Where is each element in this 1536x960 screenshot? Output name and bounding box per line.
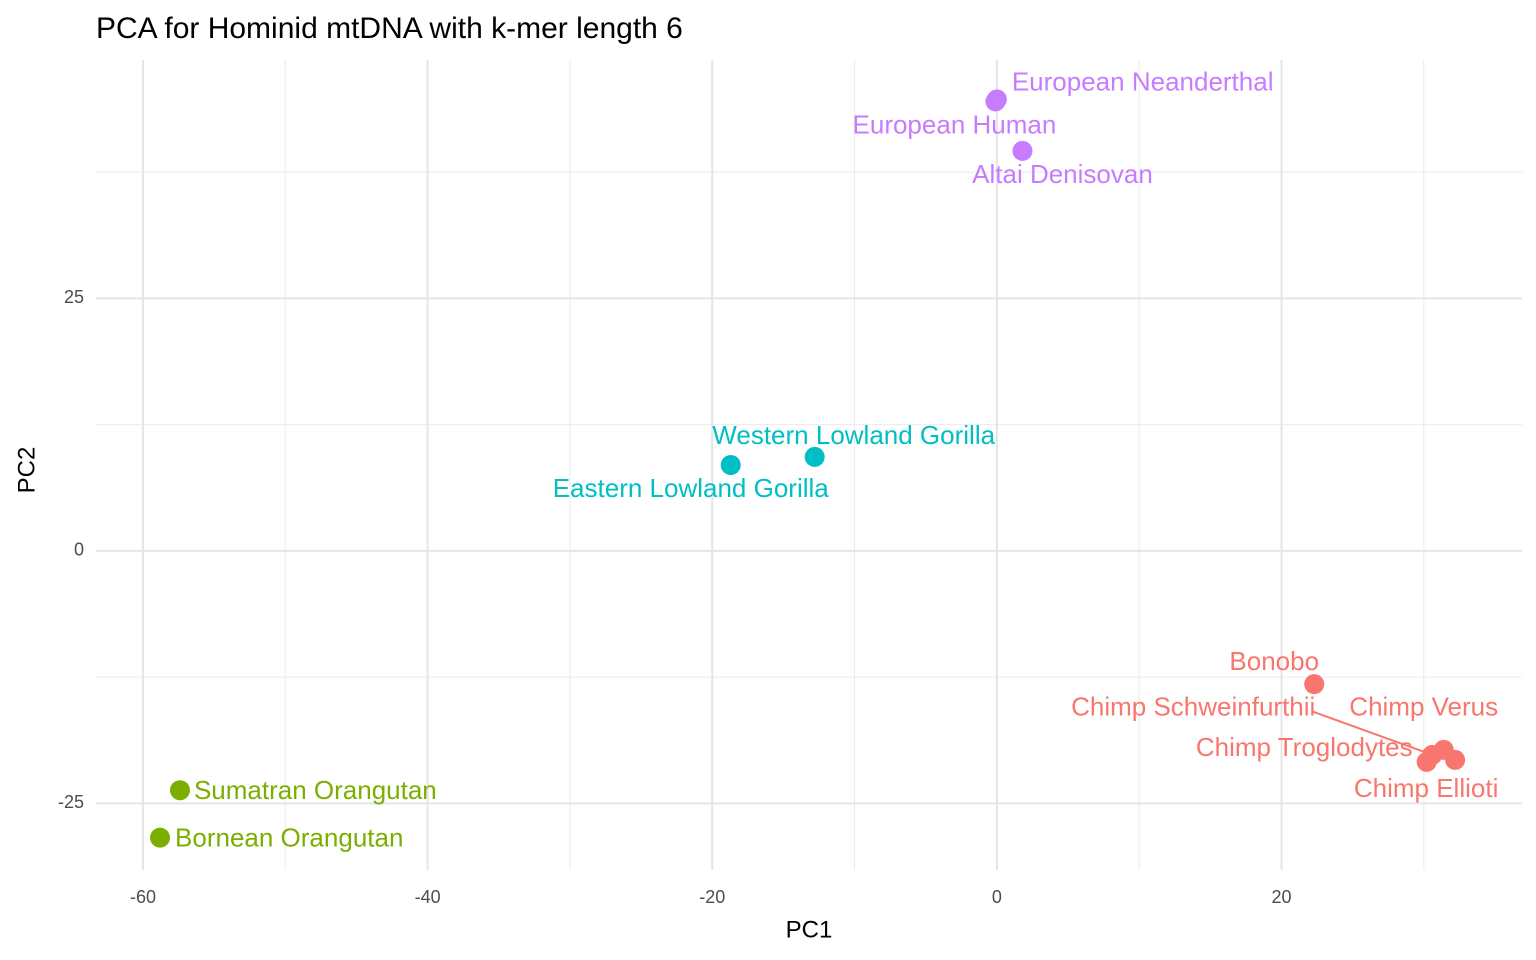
point [1416,751,1437,772]
point [1012,140,1033,161]
point [150,827,171,848]
point-label: European Human [853,109,1057,139]
y-tick-label: 25 [64,287,84,307]
point-label: Western Lowland Gorilla [712,420,995,450]
x-tick-label: -20 [699,887,725,907]
point [169,780,190,801]
point-label: Bornean Orangutan [175,823,403,853]
y-tick-label: 0 [74,540,84,560]
point [1445,749,1466,770]
y-axis-label: PC2 [13,447,40,494]
point-label: Chimp Troglodytes [1196,732,1413,762]
x-axis-label: PC1 [786,916,833,943]
point-label: European Neanderthal [1012,66,1274,96]
x-tick-label: 20 [1271,887,1291,907]
point-label: Chimp Ellioti [1354,773,1499,803]
chart-title: PCA for Hominid mtDNA with k-mer length … [96,12,683,45]
point [1304,674,1325,695]
point-label: Eastern Lowland Gorilla [553,473,830,503]
point-label: Altai Denisovan [972,159,1153,189]
point-label: Bonobo [1229,646,1319,676]
point-label: Chimp Verus [1349,692,1498,722]
leader-line [1313,710,1433,756]
point [720,455,741,475]
x-tick-label: 0 [992,887,1002,907]
x-tick-label: -60 [130,887,156,907]
point [985,91,1006,112]
point-label: Chimp Schweinfurthii [1071,692,1315,722]
y-tick-label: -25 [58,792,84,812]
x-tick-label: -40 [415,887,441,907]
point [804,446,825,467]
point-label: Sumatran Orangutan [194,775,437,805]
